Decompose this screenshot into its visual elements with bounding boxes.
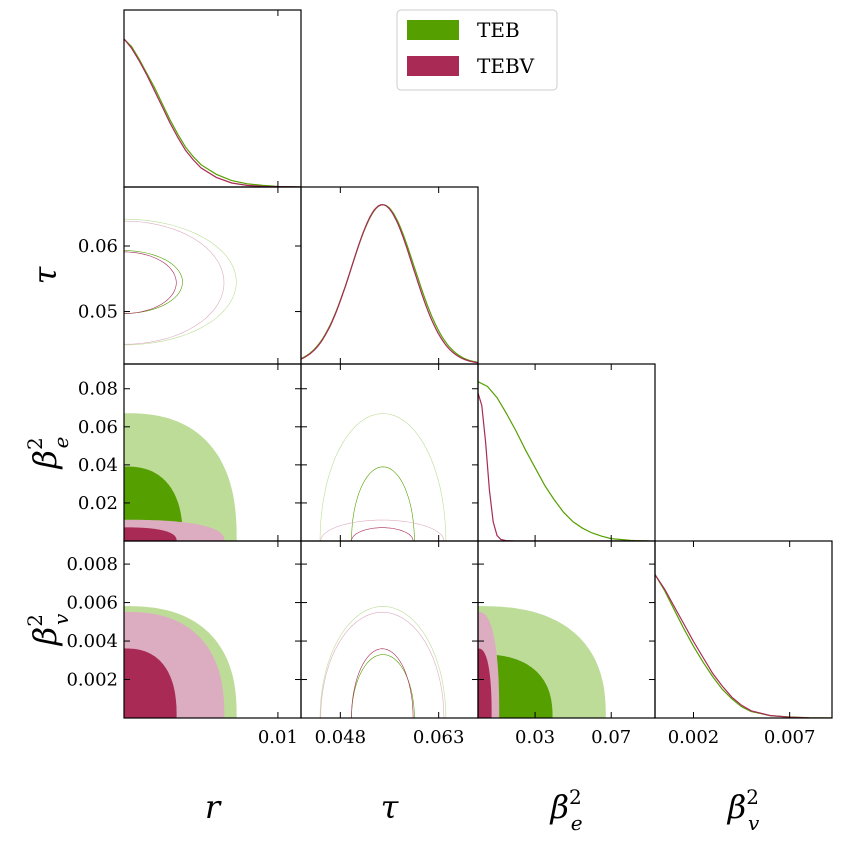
axis-label-sup: 2 — [23, 437, 47, 450]
tick-label-be2: 0.08 — [78, 379, 118, 400]
axis-label-bv2: β2 v — [23, 613, 73, 646]
axis-label-sub: e — [49, 436, 73, 448]
tick-label-bv2: 0.002 — [668, 727, 720, 748]
frame-layer — [123, 9, 833, 719]
axis-label-text-r: r — [205, 788, 222, 826]
axis-label-tau: τ — [26, 265, 64, 284]
panel-frame — [477, 363, 656, 542]
axis-label-symbol: β — [26, 627, 64, 647]
tick-label-bv2: 0.002 — [66, 670, 118, 691]
contour-inner-tebv-be2-r — [124, 527, 177, 541]
marginal-line-teb-bv2 — [655, 574, 832, 718]
panel-frame — [123, 186, 302, 365]
legend: TEB TEBV — [396, 9, 558, 91]
axis-label-text-bv2: β2 v — [727, 785, 760, 835]
marginal-line-tebv-tau — [301, 204, 478, 364]
tick-label-bv2: 0.008 — [66, 554, 118, 575]
axis-label-sub: e — [571, 811, 583, 835]
axis-label-symbol: τ — [381, 788, 400, 826]
marginal-line-teb-tau — [301, 204, 478, 363]
contour-inner-teb-tau-r — [124, 250, 183, 314]
legend-swatch-tebv — [407, 56, 459, 76]
contour-layer — [124, 218, 606, 718]
contour-outer-tebv-tau-r — [124, 220, 225, 345]
panel-bv2-be2 — [478, 606, 606, 718]
contour-inner-tebv-bv2-be2 — [478, 648, 492, 718]
axis-label-be2: β2 e — [549, 785, 582, 835]
panel-be2-tau — [319, 413, 447, 541]
tick-label-tau: 0.05 — [78, 302, 118, 323]
contour-inner-teb-be2-tau — [351, 466, 415, 541]
tick-label-be2: 0.03 — [515, 727, 555, 748]
marginal-line-teb-be2 — [478, 381, 650, 541]
marginal-be2 — [478, 381, 650, 541]
tick-label-bv2: 0.004 — [66, 631, 118, 652]
contour-inner-teb-bv2-tau — [351, 654, 415, 718]
panel-bv2-r — [124, 606, 237, 718]
axis-label-sup: 2 — [746, 785, 759, 809]
contour-inner-tebv-tau-r — [124, 251, 177, 314]
marginal-line-tebv-bv2 — [655, 574, 832, 718]
axis-label-symbol: β — [727, 788, 747, 826]
legend-swatch-teb — [407, 20, 459, 40]
marginal-bv2 — [655, 574, 832, 718]
contour-inner-tebv-bv2-tau — [351, 648, 414, 718]
tick-label-bv2: 0.006 — [66, 593, 118, 614]
marginal-line-teb-r — [124, 38, 301, 187]
contour-inner-tebv-bv2-r — [124, 648, 177, 718]
tick-label-be2: 0.04 — [78, 455, 118, 476]
tick-label-bv2: 0.007 — [764, 727, 816, 748]
panel-frame — [123, 9, 302, 188]
panel-frame — [654, 540, 833, 719]
tick-label-r: 0.01 — [258, 727, 298, 748]
axis-label-sup: 2 — [569, 785, 582, 809]
tick-label-be2: 0.06 — [78, 417, 118, 438]
axis-label-text-be2: β2 e — [549, 785, 582, 835]
axis-label-text-tau: τ — [26, 265, 64, 284]
contour-outer-teb-bv2-tau — [319, 606, 447, 718]
panel-frame — [300, 540, 479, 719]
axis-label-text-be2: β2 e — [23, 436, 73, 469]
contour-outer-teb-tau-r — [124, 218, 237, 346]
panel-tau-r — [124, 218, 237, 346]
axis-label-r: r — [205, 788, 222, 826]
marginal-tau — [301, 204, 478, 364]
axis-label-be2: β2 e — [23, 436, 73, 469]
axis-label-tau: τ — [381, 788, 400, 826]
tick-label-tau: 0.063 — [413, 727, 465, 748]
contour-outer-tebv-bv2-tau — [320, 611, 445, 718]
legend-label-tebv: TEBV — [477, 54, 535, 78]
panel-be2-r — [124, 413, 237, 541]
axis-label-sub: v — [49, 613, 73, 625]
marginal-line-tebv-r — [124, 38, 301, 187]
contour-outer-teb-be2-tau — [319, 413, 447, 541]
axis-label-bv2: β2 v — [727, 785, 760, 835]
panel-bv2-tau — [319, 606, 447, 718]
axis-label-symbol: β — [549, 788, 569, 826]
panel-frame — [300, 186, 479, 365]
axis-label-text-tau: τ — [381, 788, 400, 826]
panel-frame — [300, 363, 479, 542]
tick-label-tau: 0.048 — [315, 727, 367, 748]
axis-label-symbol: τ — [26, 265, 64, 284]
contour-outer-tebv-be2-tau — [320, 519, 445, 541]
label-layer: 0.01 0.048 0.063 0.03 0.07 0.002 0.007 0.05 0.06… — [23, 236, 815, 835]
legend-label-teb: TEB — [477, 18, 520, 42]
marginal-r — [124, 38, 301, 187]
axis-label-symbol: β — [26, 450, 64, 470]
axis-label-sup: 2 — [23, 614, 47, 627]
axis-label-text-bv2: β2 v — [23, 613, 73, 646]
tick-label-tau: 0.06 — [78, 236, 118, 257]
tick-label-be2: 0.02 — [78, 493, 118, 514]
axis-label-symbol: r — [205, 788, 222, 826]
axis-label-sub: v — [748, 811, 760, 835]
marginal-line-tebv-be2 — [478, 392, 650, 541]
tick-label-be2: 0.07 — [591, 727, 631, 748]
contour-inner-tebv-be2-tau — [351, 527, 414, 541]
